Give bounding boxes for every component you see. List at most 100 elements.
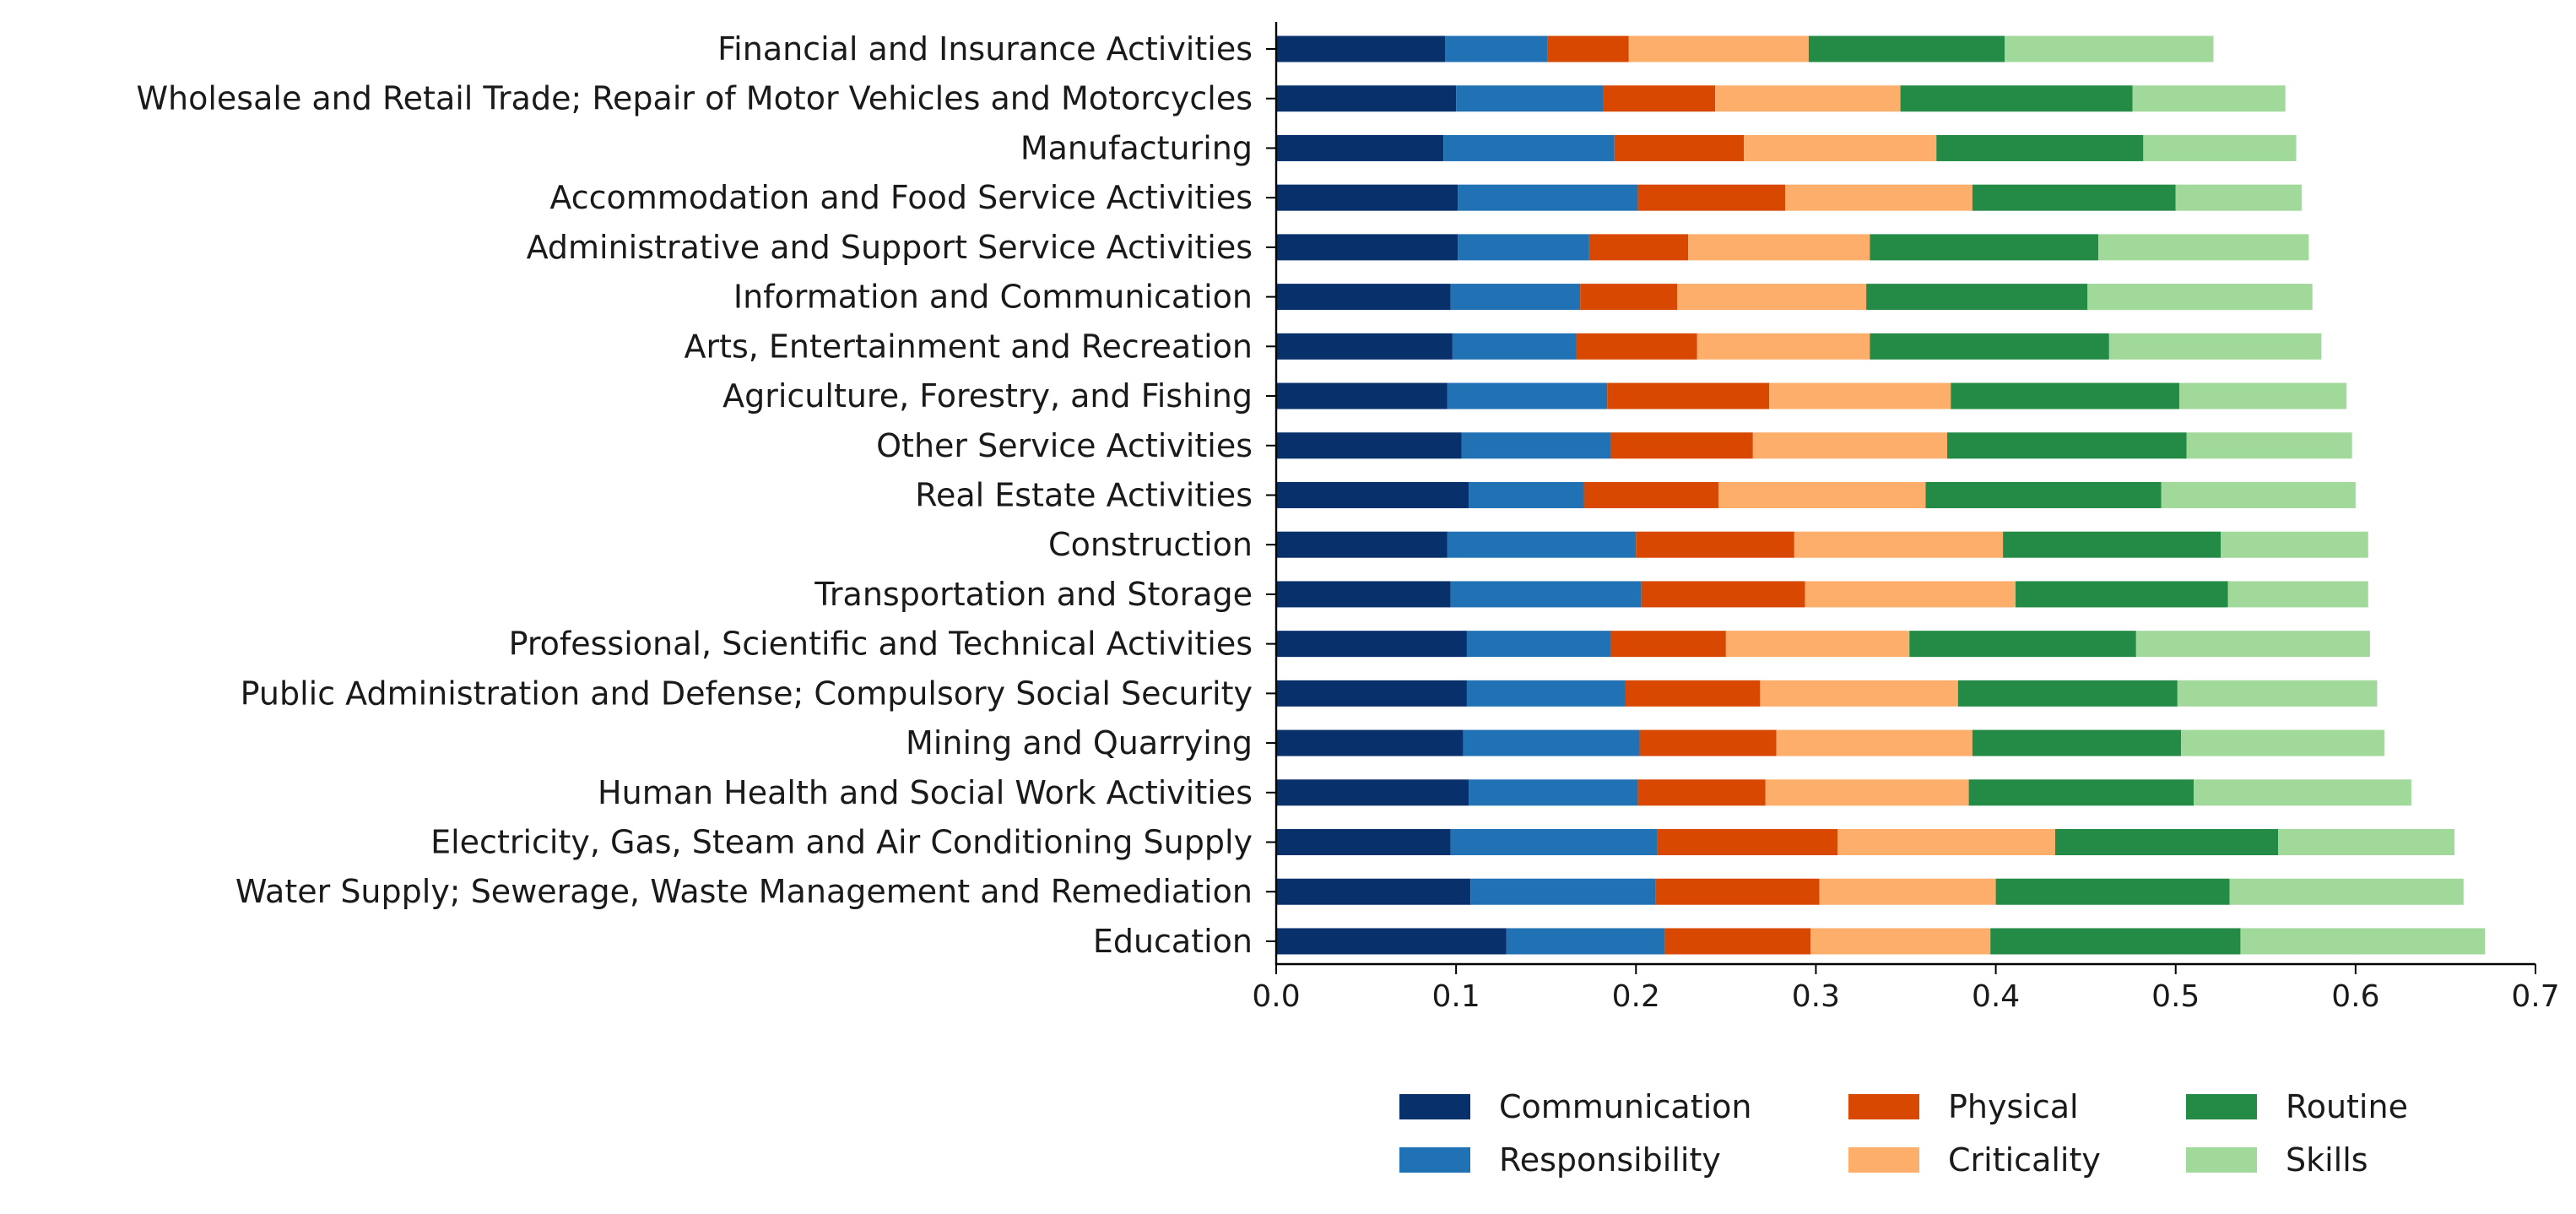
bar-segment-physical bbox=[1610, 631, 1726, 658]
legend-swatch-criticality bbox=[1848, 1147, 1919, 1173]
bar-segment-physical bbox=[1614, 134, 1745, 161]
category-label: Electricity, Gas, Steam and Air Conditio… bbox=[430, 824, 1253, 861]
bar-segment-communication bbox=[1276, 284, 1451, 311]
bar-segment-skills bbox=[2221, 531, 2368, 558]
bar-segment-physical bbox=[1657, 829, 1838, 856]
bar-segment-communication bbox=[1276, 35, 1446, 62]
bar-segment-criticality bbox=[1810, 928, 1991, 955]
bar-segment-communication bbox=[1276, 779, 1469, 806]
bar-segment-communication bbox=[1276, 680, 1467, 707]
category-label: Financial and Insurance Activities bbox=[717, 30, 1253, 68]
bar-segment-responsibility bbox=[1450, 829, 1658, 856]
category-label: Education bbox=[1093, 923, 1253, 960]
bar-segment-skills bbox=[2161, 481, 2356, 508]
bar-segment-skills bbox=[2227, 581, 2368, 608]
bar-segment-responsibility bbox=[1463, 729, 1640, 756]
bar-segment-physical bbox=[1588, 234, 1689, 261]
bar-segment-criticality bbox=[1718, 481, 1926, 508]
bar-segment-criticality bbox=[1765, 779, 1969, 806]
category-label: Wholesale and Retail Trade; Repair of Mo… bbox=[136, 80, 1253, 117]
bar-segment-skills bbox=[2177, 680, 2378, 707]
legend-swatch-communication bbox=[1399, 1094, 1470, 1119]
bar-segment-communication bbox=[1276, 829, 1451, 856]
bar-segment-routine bbox=[1972, 184, 2176, 211]
x-tick-label: 0.6 bbox=[2331, 979, 2379, 1014]
x-tick-label: 0.7 bbox=[2511, 979, 2559, 1014]
bar-segment-routine bbox=[2003, 531, 2221, 558]
category-label: Information and Communication bbox=[733, 279, 1253, 316]
bar-segment-skills bbox=[2186, 432, 2352, 459]
bar-segment-routine bbox=[1866, 284, 2088, 311]
bar-segment-criticality bbox=[1697, 333, 1870, 360]
category-label: Administrative and Support Service Activ… bbox=[527, 229, 1253, 266]
category-label: Arts, Entertainment and Recreation bbox=[684, 328, 1253, 365]
x-tick-label: 0.4 bbox=[1972, 979, 2020, 1014]
category-labels: Financial and Insurance Activities Wholes… bbox=[136, 30, 1253, 960]
legend-label-criticality: Criticality bbox=[1948, 1141, 2101, 1179]
bar-segment-responsibility bbox=[1450, 284, 1581, 311]
axes: 0.0 0.1 0.2 0.3 0.4 0.5 0.6 0.7 bbox=[1252, 22, 2560, 1014]
bar-segment-criticality bbox=[1725, 631, 1910, 658]
bar-segment-routine bbox=[1968, 779, 2194, 806]
bar-segment-routine bbox=[1870, 234, 2099, 261]
bar-segment-routine bbox=[1972, 729, 2182, 756]
bar-segment-physical bbox=[1583, 481, 1719, 508]
bar-segment-physical bbox=[1655, 878, 1820, 905]
bar-segment-skills bbox=[2132, 85, 2286, 112]
bar-segment-criticality bbox=[1688, 234, 1870, 261]
bar-segment-routine bbox=[2054, 829, 2279, 856]
bar-segment-routine bbox=[1957, 680, 2178, 707]
bar-segment-skills bbox=[2087, 284, 2313, 311]
bar-segment-physical bbox=[1576, 333, 1697, 360]
bar-segment-physical bbox=[1625, 680, 1761, 707]
bar-segment-communication bbox=[1276, 333, 1453, 360]
category-label: Transportation and Storage bbox=[814, 576, 1253, 613]
legend-swatch-physical bbox=[1848, 1094, 1919, 1119]
category-label: Manufacturing bbox=[1020, 129, 1253, 166]
category-label: Accommodation and Food Service Activitie… bbox=[549, 179, 1253, 216]
x-tick-label: 0.3 bbox=[1792, 979, 1840, 1014]
bar-segment-communication bbox=[1276, 234, 1458, 261]
bar-segment-responsibility bbox=[1458, 234, 1589, 261]
bar-segment-routine bbox=[1947, 432, 2187, 459]
bar-segment-physical bbox=[1637, 779, 1766, 806]
legend-swatch-routine bbox=[2186, 1094, 2257, 1119]
bar-segment-responsibility bbox=[1469, 779, 1638, 806]
bar-segment-criticality bbox=[1794, 531, 2004, 558]
bar-segment-criticality bbox=[1785, 184, 1973, 211]
bar-segment-skills bbox=[2194, 779, 2411, 806]
bar-segment-routine bbox=[1900, 85, 2133, 112]
bar-segment-criticality bbox=[1819, 878, 1996, 905]
bar-segment-criticality bbox=[1769, 382, 1951, 409]
bar-segment-communication bbox=[1276, 134, 1444, 161]
bar-segment-physical bbox=[1636, 531, 1794, 558]
bar-segment-physical bbox=[1610, 432, 1753, 459]
x-tick-label: 0.2 bbox=[1612, 979, 1660, 1014]
bar-segment-criticality bbox=[1837, 829, 2055, 856]
bar-segment-criticality bbox=[1776, 729, 1973, 756]
legend-label-communication: Communication bbox=[1499, 1088, 1752, 1125]
bar-segment-skills bbox=[2175, 184, 2302, 211]
bar-segment-physical bbox=[1607, 382, 1770, 409]
bar-segment-communication bbox=[1276, 729, 1464, 756]
legend-label-routine: Routine bbox=[2286, 1088, 2408, 1125]
bar-segment-responsibility bbox=[1456, 85, 1604, 112]
bar-segment-responsibility bbox=[1469, 481, 1584, 508]
bar-segment-communication bbox=[1276, 581, 1451, 608]
bar-segment-communication bbox=[1276, 184, 1458, 211]
bar-segment-criticality bbox=[1752, 432, 1948, 459]
bar-segment-physical bbox=[1641, 581, 1805, 608]
bar-segment-responsibility bbox=[1466, 680, 1626, 707]
bar-segment-skills bbox=[2240, 928, 2486, 955]
bar-segment-skills bbox=[2143, 134, 2297, 161]
bar-segment-responsibility bbox=[1466, 631, 1611, 658]
bar-segment-routine bbox=[1995, 878, 2230, 905]
bar-segment-criticality bbox=[1715, 85, 1901, 112]
bar-segment-skills bbox=[2098, 234, 2309, 261]
legend: Communication Responsibility Physical Criti… bbox=[1399, 1088, 2408, 1179]
bar-segment-criticality bbox=[1805, 581, 2016, 608]
bar-segment-skills bbox=[2108, 333, 2322, 360]
bar-segment-communication bbox=[1276, 928, 1507, 955]
category-label: Professional, Scientific and Technical A… bbox=[509, 626, 1253, 663]
bar-segment-skills bbox=[2135, 631, 2370, 658]
